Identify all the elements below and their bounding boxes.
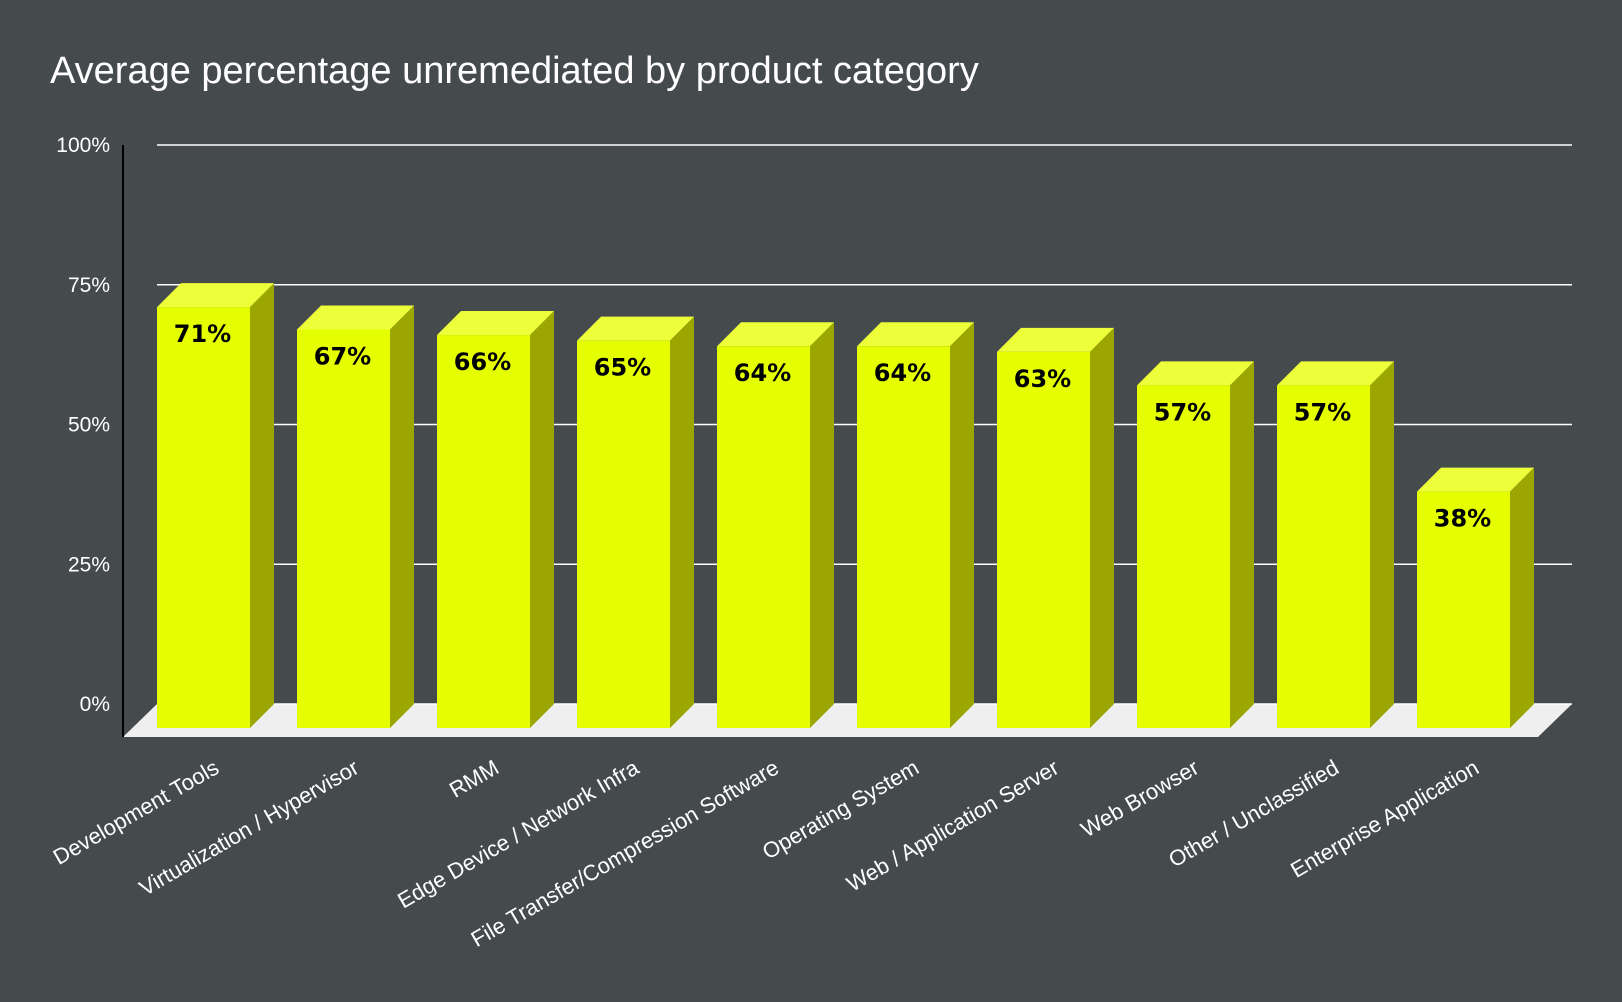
data-label: 64% <box>874 359 931 387</box>
y-tick-label: 0% <box>80 693 110 716</box>
bar-top-face <box>1137 361 1254 386</box>
bar-top-face <box>297 305 414 330</box>
bar: 64% <box>857 322 974 728</box>
y-tick-label: 25% <box>68 553 110 576</box>
bar: 57% <box>1137 361 1254 728</box>
bar-side-face <box>530 311 554 728</box>
y-tick-label: 75% <box>68 274 110 297</box>
bar-front-face <box>717 346 810 728</box>
bar-top-face <box>1417 467 1534 492</box>
bar-side-face <box>390 305 414 728</box>
bar-top-face <box>997 327 1114 352</box>
bar: 63% <box>997 327 1114 728</box>
bar: 66% <box>437 311 554 728</box>
bar: 38% <box>1417 467 1534 728</box>
y-tick-label: 100% <box>56 134 110 157</box>
bars-layer: 71% 67% 66% 65% 64% 64% 63% 57% 57% 38% <box>157 283 1534 728</box>
bar-side-face <box>1230 361 1254 728</box>
bar-side-face <box>250 283 274 728</box>
data-label: 57% <box>1294 398 1351 426</box>
bar: 65% <box>577 316 694 728</box>
bar-front-face <box>997 351 1090 728</box>
data-label: 71% <box>174 320 231 348</box>
x-category-label: Edge Device / Network Infra <box>393 754 643 913</box>
bar-top-face <box>577 316 694 341</box>
data-label: 63% <box>1014 365 1071 393</box>
bar-side-face <box>670 316 694 728</box>
bar-top-face <box>857 322 974 347</box>
x-category-label: Virtualization / Hypervisor <box>135 755 363 901</box>
bar: 71% <box>157 283 274 728</box>
bar-side-face <box>1090 327 1114 728</box>
x-category-label: RMM <box>445 755 503 803</box>
bar-side-face <box>1370 361 1394 728</box>
bar-top-face <box>1277 361 1394 386</box>
bar-front-face <box>437 335 530 728</box>
bar: 67% <box>297 305 414 728</box>
bar-front-face <box>857 346 950 728</box>
bar-front-face <box>1277 385 1370 728</box>
bar-side-face <box>810 322 834 728</box>
data-label: 64% <box>734 359 791 387</box>
bar: 57% <box>1277 361 1394 728</box>
bar-front-face <box>297 329 390 728</box>
data-label: 38% <box>1434 505 1491 533</box>
bar: 64% <box>717 322 834 728</box>
x-category-label: Web Browser <box>1076 755 1203 842</box>
bar-side-face <box>1510 467 1534 728</box>
bar-top-face <box>717 322 834 347</box>
bar-top-face <box>157 283 274 308</box>
bar-side-face <box>950 322 974 728</box>
data-label: 66% <box>454 348 511 376</box>
data-label: 67% <box>314 342 371 370</box>
chart-title: Average percentage unremediated by produ… <box>50 50 979 92</box>
bar-front-face <box>577 340 670 728</box>
data-label: 65% <box>594 354 651 382</box>
bar-front-face <box>157 307 250 728</box>
bar-front-face <box>1137 385 1230 728</box>
data-label: 57% <box>1154 398 1211 426</box>
y-tick-label: 50% <box>68 414 110 437</box>
bar-front-face <box>1417 491 1510 728</box>
bar-top-face <box>437 311 554 336</box>
